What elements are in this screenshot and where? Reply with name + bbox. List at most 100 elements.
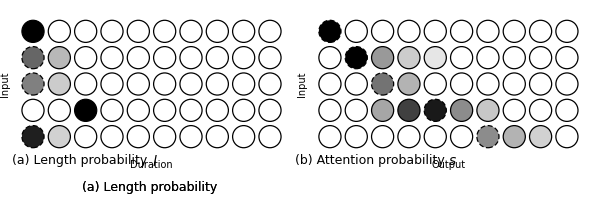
Circle shape bbox=[371, 99, 394, 121]
Circle shape bbox=[503, 47, 525, 69]
Circle shape bbox=[398, 126, 420, 148]
Circle shape bbox=[345, 47, 367, 69]
Circle shape bbox=[503, 73, 525, 95]
Circle shape bbox=[477, 20, 499, 42]
Circle shape bbox=[22, 47, 44, 69]
Circle shape bbox=[259, 99, 281, 121]
Circle shape bbox=[206, 20, 228, 42]
Circle shape bbox=[180, 73, 202, 95]
Circle shape bbox=[127, 99, 150, 121]
Circle shape bbox=[556, 126, 578, 148]
Circle shape bbox=[259, 126, 281, 148]
Circle shape bbox=[450, 47, 473, 69]
Circle shape bbox=[450, 99, 473, 121]
Circle shape bbox=[127, 47, 150, 69]
Circle shape bbox=[503, 20, 525, 42]
Circle shape bbox=[319, 73, 341, 95]
Circle shape bbox=[48, 99, 70, 121]
Circle shape bbox=[101, 20, 123, 42]
Circle shape bbox=[345, 126, 367, 148]
Circle shape bbox=[530, 47, 551, 69]
Text: $\mathbf{\mathit{s}}$: $\mathbf{\mathit{s}}$ bbox=[448, 154, 458, 168]
Circle shape bbox=[233, 20, 255, 42]
Circle shape bbox=[180, 99, 202, 121]
Circle shape bbox=[556, 73, 578, 95]
Circle shape bbox=[101, 73, 123, 95]
Circle shape bbox=[424, 73, 447, 95]
Circle shape bbox=[75, 47, 97, 69]
Circle shape bbox=[477, 73, 499, 95]
Circle shape bbox=[101, 126, 123, 148]
Text: Output: Output bbox=[431, 160, 465, 170]
Text: Duration: Duration bbox=[130, 160, 173, 170]
Circle shape bbox=[233, 99, 255, 121]
Circle shape bbox=[503, 126, 525, 148]
Circle shape bbox=[259, 47, 281, 69]
Circle shape bbox=[233, 47, 255, 69]
Circle shape bbox=[153, 73, 176, 95]
Circle shape bbox=[530, 126, 551, 148]
Circle shape bbox=[75, 73, 97, 95]
Circle shape bbox=[180, 126, 202, 148]
Circle shape bbox=[345, 99, 367, 121]
Circle shape bbox=[424, 47, 447, 69]
Circle shape bbox=[450, 20, 473, 42]
Circle shape bbox=[22, 20, 44, 42]
Circle shape bbox=[233, 73, 255, 95]
Circle shape bbox=[153, 99, 176, 121]
Circle shape bbox=[180, 20, 202, 42]
Circle shape bbox=[75, 126, 97, 148]
Circle shape bbox=[503, 99, 525, 121]
Circle shape bbox=[398, 99, 420, 121]
Circle shape bbox=[424, 126, 447, 148]
Circle shape bbox=[233, 126, 255, 148]
Text: $\mathbf{\mathit{l}}$: $\mathbf{\mathit{l}}$ bbox=[152, 154, 158, 169]
Circle shape bbox=[450, 126, 473, 148]
Circle shape bbox=[530, 99, 551, 121]
Circle shape bbox=[477, 47, 499, 69]
Text: (a) Length probability: (a) Length probability bbox=[82, 182, 221, 194]
Circle shape bbox=[206, 47, 228, 69]
Circle shape bbox=[127, 73, 150, 95]
Circle shape bbox=[319, 47, 341, 69]
Circle shape bbox=[424, 20, 447, 42]
Circle shape bbox=[153, 20, 176, 42]
Circle shape bbox=[319, 99, 341, 121]
Circle shape bbox=[75, 20, 97, 42]
Circle shape bbox=[345, 73, 367, 95]
Circle shape bbox=[75, 99, 97, 121]
Circle shape bbox=[101, 47, 123, 69]
Circle shape bbox=[101, 99, 123, 121]
Circle shape bbox=[48, 20, 70, 42]
Circle shape bbox=[22, 126, 44, 148]
Text: (a) Length probability: (a) Length probability bbox=[12, 154, 152, 167]
Circle shape bbox=[424, 99, 447, 121]
Circle shape bbox=[48, 73, 70, 95]
Circle shape bbox=[22, 99, 44, 121]
Circle shape bbox=[48, 126, 70, 148]
Circle shape bbox=[371, 126, 394, 148]
Circle shape bbox=[556, 47, 578, 69]
Circle shape bbox=[477, 126, 499, 148]
Circle shape bbox=[22, 73, 44, 95]
Circle shape bbox=[530, 20, 551, 42]
Circle shape bbox=[259, 20, 281, 42]
Circle shape bbox=[556, 99, 578, 121]
Text: (a) Length probability: (a) Length probability bbox=[82, 182, 221, 194]
Circle shape bbox=[153, 47, 176, 69]
Circle shape bbox=[371, 73, 394, 95]
Circle shape bbox=[477, 99, 499, 121]
Circle shape bbox=[398, 20, 420, 42]
Circle shape bbox=[371, 47, 394, 69]
Text: (b) Attention probability: (b) Attention probability bbox=[295, 154, 448, 167]
Circle shape bbox=[398, 73, 420, 95]
Circle shape bbox=[319, 126, 341, 148]
Circle shape bbox=[127, 126, 150, 148]
Circle shape bbox=[206, 126, 228, 148]
Circle shape bbox=[371, 20, 394, 42]
Text: Input: Input bbox=[1, 71, 10, 97]
Circle shape bbox=[450, 73, 473, 95]
Circle shape bbox=[206, 99, 228, 121]
Circle shape bbox=[556, 20, 578, 42]
Circle shape bbox=[319, 20, 341, 42]
